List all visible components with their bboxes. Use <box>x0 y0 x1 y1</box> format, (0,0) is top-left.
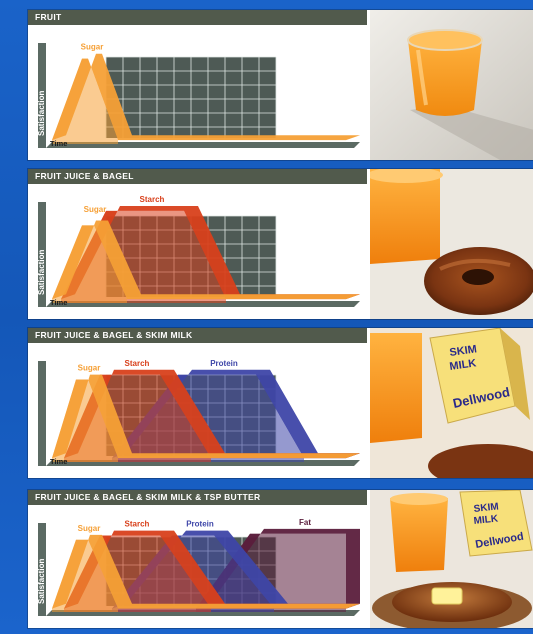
food-photo: SKIM MILK Dellwood <box>370 328 533 478</box>
satisfaction-chart: Sugar Satisfaction Time <box>37 43 360 148</box>
series-label-fat: Fat <box>299 518 311 527</box>
series-ribbon-sugar <box>52 220 360 300</box>
juice-milk-bagel-butter-photo: SKIM MILK Dellwood <box>370 490 533 628</box>
series-ribbon-starch <box>64 530 360 609</box>
chart-container: Starch Sugar Satisfaction Time <box>28 184 368 319</box>
y-axis-bar <box>38 361 46 466</box>
y-axis-label: Satisfaction <box>37 250 46 295</box>
series-label-sugar: Sugar <box>84 205 107 214</box>
chart-container: Sugar Satisfaction Time <box>28 25 368 160</box>
panel-fruit-juice-bagel: FRUIT JUICE & BAGEL Starch Sugar Satisfact… <box>28 169 533 319</box>
series-label-sugar: Sugar <box>81 43 104 52</box>
y-axis-label: Satisfaction <box>37 559 46 604</box>
panel-title: FRUIT JUICE & BAGEL <box>28 169 367 184</box>
series-face-sugar <box>52 539 118 612</box>
carton-skim-label: SKIM <box>449 343 478 359</box>
x-axis-label: Time <box>50 298 67 307</box>
panel-fruit-juice-bagel-skim-milk-butter: FRUIT JUICE & BAGEL & SKIM MILK & TSP BU… <box>28 490 533 628</box>
y-axis-label: Satisfaction <box>37 91 46 136</box>
time-axis-floor <box>46 142 360 148</box>
food-photo: SKIM MILK Dellwood <box>370 490 533 628</box>
panel-title: FRUIT JUICE & BAGEL & SKIM MILK <box>28 328 367 343</box>
chart-container: Fat Protein Starch Sugar Satisfaction <box>28 505 368 628</box>
x-axis-label: Time <box>50 457 67 466</box>
panel-title: FRUIT JUICE & BAGEL & SKIM MILK & TSP BU… <box>28 490 367 505</box>
series-ribbon-starch <box>61 205 360 300</box>
satisfaction-chart: Starch Sugar Satisfaction Time <box>37 195 360 307</box>
series-label-sugar: Sugar <box>78 524 101 533</box>
panel-fruit-juice-bagel-skim-milk: FRUIT JUICE & BAGEL & SKIM MILK Protein S… <box>28 328 533 478</box>
series-label-sugar: Sugar <box>78 364 101 373</box>
panel-fruit: FRUIT Sugar Satisfaction Time <box>28 10 533 160</box>
chart-container: Protein Starch Sugar Time <box>28 343 368 478</box>
y-axis-bar <box>38 43 46 148</box>
series-label-starch: Starch <box>125 359 150 368</box>
series-face-sugar <box>52 379 118 462</box>
series-label-protein: Protein <box>210 359 238 368</box>
series-face-sugar <box>52 225 127 303</box>
series-label-starch: Starch <box>125 520 150 529</box>
carton-skim-label: SKIM <box>473 501 499 515</box>
orange-juice-photo <box>370 10 533 160</box>
series-face-sugar <box>52 58 118 144</box>
series-ribbon-starch <box>64 369 360 459</box>
y-axis-bar <box>38 202 46 307</box>
carton-milk-label: MILK <box>473 513 499 527</box>
food-photo <box>370 169 533 319</box>
satisfaction-chart: Fat Protein Starch Sugar Satisfaction <box>37 518 360 616</box>
series-label-protein: Protein <box>186 520 214 529</box>
series-ribbon-protein <box>112 530 360 609</box>
carton-milk-label: MILK <box>449 357 477 373</box>
juice-milk-bagel-photo: SKIM MILK Dellwood <box>370 328 533 478</box>
y-axis-bar <box>38 523 46 616</box>
satisfaction-chart: Protein Starch Sugar Time <box>38 359 360 466</box>
food-photo <box>370 10 533 160</box>
juice-and-bagel-photo <box>370 169 533 319</box>
x-axis-label: Time <box>50 139 67 148</box>
series-label-starch: Starch <box>140 195 165 204</box>
panel-title: FRUIT <box>28 10 367 25</box>
